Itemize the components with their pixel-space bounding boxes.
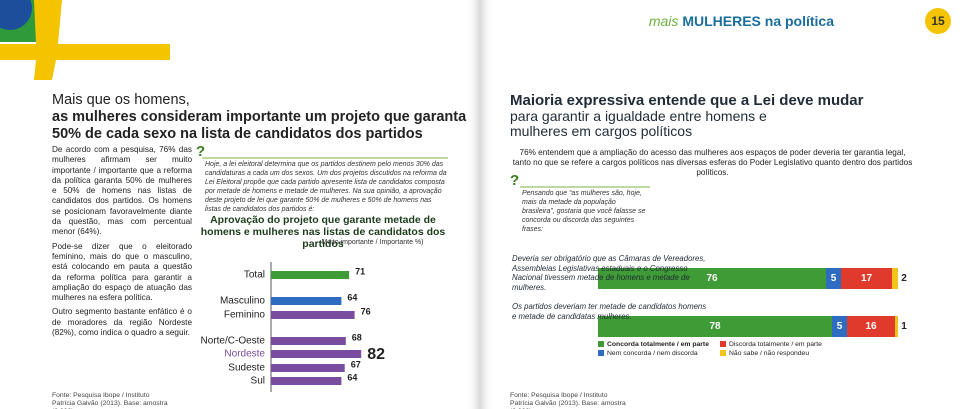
page-badge: [925, 8, 951, 34]
header: mais MULHERES na política: [649, 13, 834, 29]
statement: Os partidos deveriam ter metade de candi…: [512, 302, 707, 321]
left-heading: Mais que os homens, as mulheres consider…: [52, 92, 472, 143]
right-paragraph: 76% entendem que a ampliação do acesso d…: [512, 148, 913, 177]
category-label: Norte/C-Oeste: [201, 336, 266, 347]
bar: [271, 364, 345, 372]
value-label: 71: [355, 266, 365, 276]
legend-swatch: [598, 350, 604, 356]
chart-title: Aprovação do projeto que garante metade …: [200, 214, 446, 250]
category-label: Masculino: [220, 296, 265, 307]
page-number: 15: [931, 14, 945, 28]
value-label: 5: [837, 321, 843, 332]
category-label: Nordeste: [224, 349, 265, 360]
heading-line: Mais que os homens,: [52, 92, 190, 108]
value-label: 1: [901, 321, 907, 332]
bar-segment: [895, 316, 898, 337]
right-subtitle: para garantir a igualdade entre homens e…: [510, 108, 767, 139]
flag-blue: [0, 0, 32, 30]
header-title: MULHERES na política: [682, 13, 834, 29]
category-label: Total: [244, 270, 265, 281]
category-label: Feminino: [224, 310, 266, 321]
bar: [271, 311, 355, 319]
heading-line: as mulheres consideram importante um pro…: [52, 109, 467, 125]
bar-segment: [841, 268, 892, 289]
value-label: 67: [351, 359, 361, 369]
question: Hoje, a lei eleitoral determina que os p…: [205, 161, 447, 213]
value-label: 68: [352, 332, 362, 342]
value-label: 16: [865, 321, 877, 332]
fold: [466, 0, 494, 409]
brand: mais: [648, 13, 679, 29]
value-label: 64: [347, 292, 357, 302]
flag-cross: [0, 0, 170, 80]
legend-label: Nem concorda / nem discorda: [607, 350, 698, 357]
legend-swatch: [720, 341, 726, 347]
chart-subtitle: Muito importante / Importante %): [321, 239, 424, 246]
bar: [271, 377, 342, 385]
category-label: Sul: [251, 376, 265, 387]
value-label: 64: [347, 372, 357, 382]
heading-line: 50% de cada sexo na lista de candidatos …: [52, 126, 423, 142]
statement: Deveria ser obrigatório que as Câmaras d…: [512, 254, 706, 292]
bar-segment: [892, 268, 898, 289]
bar: [271, 271, 350, 279]
value-label: 2: [901, 273, 907, 284]
paragraph: De acordo com a pesquisa, 76% das mulher…: [52, 145, 192, 237]
question-mark: ?: [196, 143, 206, 160]
legend-swatch: [720, 350, 726, 356]
bar: [271, 350, 362, 358]
legend-label: Discorda totalmente / em parte: [729, 341, 822, 348]
question: Pensando que “as mulheres são, hoje, mai…: [522, 190, 646, 233]
bar-segment: [832, 316, 847, 337]
value-label: 76: [706, 273, 718, 284]
bar: [271, 297, 342, 305]
right-heading: Maioria expressiva entende que a Lei dev…: [510, 92, 930, 139]
question-mark: ?: [510, 172, 520, 189]
legend-swatch: [598, 341, 604, 347]
right-title: Maioria expressiva entende que a Lei dev…: [510, 92, 864, 109]
bar: [271, 337, 346, 345]
left-text: De acordo com a pesquisa, 76% das mulher…: [52, 145, 192, 338]
category-label: Sudeste: [228, 363, 265, 374]
legend-label: Concorda totalmente / em parte: [607, 341, 709, 348]
value-label: 78: [709, 321, 721, 332]
value-label: 76: [361, 306, 371, 316]
legend-label: Não sabe / não respondeu: [729, 350, 809, 357]
paragraph: Outro segmento bastante enfático é o de …: [52, 307, 192, 338]
bar-segment: [598, 316, 832, 337]
value-label: 5: [831, 273, 837, 284]
bar-segment: [826, 268, 841, 289]
bar-segment: [598, 268, 826, 289]
bar-segment: [847, 316, 895, 337]
value-label: 17: [861, 273, 873, 284]
value-label: 82: [367, 346, 385, 363]
paragraph: Pode-se dizer que o eleitorado feminino,…: [52, 241, 192, 303]
